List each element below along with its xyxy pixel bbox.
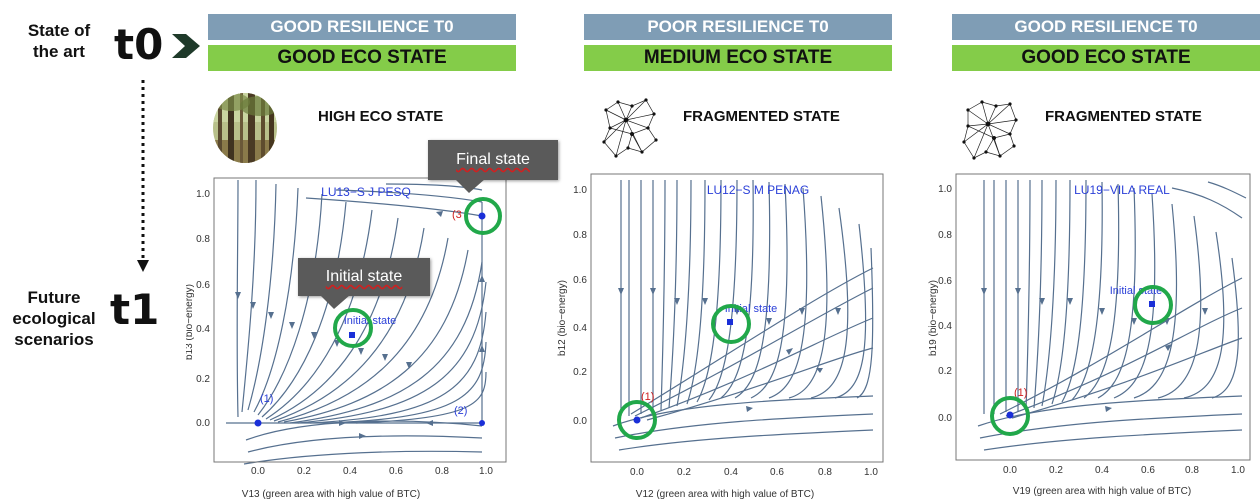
tick: 0.8 [938,230,952,241]
panel2-eco-band: MEDIUM ECO STATE [584,45,892,71]
panel1-state-title: HIGH ECO STATE [318,108,444,125]
tick: 0.2 [573,367,587,378]
tick: 0.4 [196,324,210,335]
plot2-y-label: b12 (bio−energy) [557,280,568,356]
initial-callout-pointer [320,295,350,309]
tick: 0.6 [389,466,403,477]
plot1-label-1: (1) [260,393,273,405]
plot1-initial-ring [333,308,373,348]
plot2-title: LU12−S M PENAG [707,183,809,197]
tick: 0.4 [938,321,952,332]
plot1-label-3: (3 [452,209,462,221]
forest-photo-icon [213,93,277,163]
plot1-initial-point [349,332,355,338]
plot2-initial-point [727,319,733,325]
final-callout-pointer [455,179,485,193]
plot3-x-label: V19 (green area with high value of BTC) [1013,486,1191,497]
network-graph-icon [602,98,658,158]
timeline-arrow-icon [137,80,149,272]
plot1-x-label: V13 (green area with high value of BTC) [242,489,420,500]
tick: 0.2 [938,366,952,377]
tick: 0.8 [573,230,587,241]
t0-label: t0 [114,20,164,69]
tick: 0.4 [724,467,738,478]
plot2-streamlines [612,179,874,451]
tick: 0.0 [630,467,644,478]
tick: 0.0 [938,413,952,424]
panel1-resilience-band: GOOD RESILIENCE T0 [208,14,516,40]
tick: 0.6 [1141,465,1155,476]
plot3-y-label: b19 (bio−energy) [928,280,939,356]
network-graph-icon [962,100,1018,160]
tick: 0.2 [196,374,210,385]
tick: 0.6 [573,275,587,286]
future-scenarios-label: Future ecological scenarios [12,288,96,349]
plot3-label-1: (1) [1014,387,1027,399]
panel3-eco-band: GOOD ECO STATE [952,45,1260,71]
plot1-y-ticks: 0.0 0.2 0.4 0.6 0.8 1.0 [196,189,210,429]
tick: 1.0 [479,466,493,477]
plot3-x-ticks: 0.0 0.2 0.4 0.6 0.8 1.0 [1003,465,1245,476]
plot3-point-ring [990,396,1030,436]
state-of-art-label: State of the art [27,21,91,61]
plot1-point-1 [254,419,262,427]
panel3-state-title: FRAGMENTED STATE [1045,108,1202,125]
tick: 0.4 [343,466,357,477]
t1-label: t1 [110,285,160,334]
plot3-initial-point [1149,301,1155,307]
plot3-initial-ring [1133,285,1173,325]
plot2-point-1 [633,416,641,424]
initial-state-callout: Initial state [298,258,430,296]
plot2-initial-ring [711,304,751,344]
panel1-eco-band: GOOD ECO STATE [208,45,516,71]
tick: 0.6 [196,280,210,291]
tick: 0.2 [297,466,311,477]
tick: 1.0 [1231,465,1245,476]
tick: 0.8 [818,467,832,478]
plot2-x-label: V12 (green area with high value of BTC) [636,489,814,500]
plot1-title: LU13−S J PESQ [321,185,411,199]
chevron-right-icon [172,34,200,58]
tick: 1.0 [196,189,210,200]
plot1-y-label: b13 (bio−energy) [186,284,195,360]
final-state-callout: Final state [428,140,558,180]
tick: 0.6 [770,467,784,478]
tick: 0.0 [251,466,265,477]
plot3-point-1 [1006,411,1014,419]
tick: 1.0 [938,184,952,195]
plot3-y-ticks: 0.0 0.2 0.4 0.6 0.8 1.0 [938,184,952,424]
panel2-state-title: FRAGMENTED STATE [683,108,840,125]
tick: 0.8 [1185,465,1199,476]
phase-plot-2: 0.0 0.2 0.4 0.6 0.8 1.0 0.0 0.2 0.4 0.6 … [557,173,884,500]
plot1-point-2 [479,420,485,426]
tick: 0.0 [573,416,587,427]
tick: 0.4 [573,323,587,334]
plot1-final-point [478,212,486,220]
plot3-title: LU19−VILA REAL [1074,183,1170,197]
plot1-final-ring [464,197,502,235]
plot3-streamlines [977,179,1247,451]
tick: 0.2 [677,467,691,478]
plot2-point-ring [617,400,657,440]
plot2-arrowheads [618,288,841,412]
tick: 0.0 [1003,465,1017,476]
phase-plot-3: 0.0 0.2 0.4 0.6 0.8 1.0 0.0 0.2 0.4 0.6 … [928,173,1251,497]
panel2-resilience-band: POOR RESILIENCE T0 [584,14,892,40]
tick: 0.4 [1095,465,1109,476]
tick: 1.0 [864,467,878,478]
panel3-resilience-band: GOOD RESILIENCE T0 [952,14,1260,40]
plot1-x-ticks: 0.0 0.2 0.4 0.6 0.8 1.0 [251,466,493,477]
phase-plot-1: 0.0 0.2 0.4 0.6 0.8 1.0 0.0 0.2 0.4 0.6 … [186,177,507,500]
plot2-label-1: (1) [641,391,654,403]
tick: 0.8 [435,466,449,477]
tick: 0.0 [196,418,210,429]
plot2-y-ticks: 0.0 0.2 0.4 0.6 0.8 1.0 [573,185,587,427]
plot1-arrowheads [235,211,485,439]
tick: 0.6 [938,276,952,287]
tick: 0.8 [196,234,210,245]
tick: 0.2 [1049,465,1063,476]
plot2-x-ticks: 0.0 0.2 0.4 0.6 0.8 1.0 [630,467,878,478]
tick: 1.0 [573,185,587,196]
plot1-label-2: (2) [454,405,467,417]
